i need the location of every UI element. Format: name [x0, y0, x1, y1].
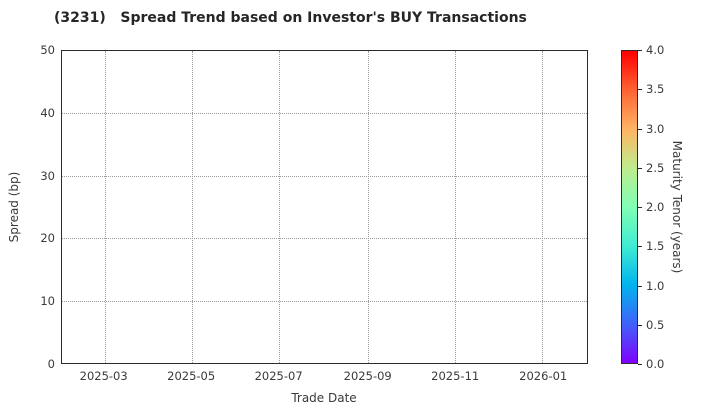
colorbar-tick [638, 285, 642, 287]
colorbar-tick-label: 3.5 [646, 82, 665, 97]
y-tick-label: 0 [47, 357, 55, 371]
x-axis-tick-labels: 2025-03 2025-05 2025-07 2025-09 2025-11 2026-… [61, 369, 588, 385]
grid-line-vertical [191, 51, 193, 363]
colorbar-tick [638, 50, 642, 51]
colorbar-tick [638, 246, 642, 248]
grid-line-vertical [278, 51, 280, 363]
x-tick-label: 2025-11 [431, 369, 480, 383]
x-tick-label: 2026-01 [519, 369, 568, 383]
colorbar-gradient [621, 50, 638, 364]
chart-title: (3231) Spread Trend based on Investor's … [54, 10, 527, 26]
colorbar-tick-label: 4.0 [646, 43, 665, 57]
y-tick-label: 20 [40, 231, 55, 246]
x-tick-label: 2025-05 [167, 369, 216, 383]
colorbar-tick-label: 0.5 [646, 317, 665, 332]
colorbar-tick-label: 2.0 [646, 200, 665, 214]
colorbar-tick-label: 3.0 [646, 121, 665, 136]
plot-area [61, 50, 588, 364]
colorbar-tick-label: 1.0 [646, 278, 665, 293]
y-tick-label: 40 [40, 105, 55, 120]
colorbar-label: Maturity Tenor (years) [670, 140, 684, 274]
grid-line-horizontal [62, 113, 587, 115]
colorbar-tick [638, 89, 642, 91]
x-axis-label: Trade Date [291, 391, 357, 405]
grid-line-horizontal [62, 300, 587, 302]
colorbar-tick [638, 207, 642, 208]
colorbar-tick [638, 167, 642, 169]
y-axis-tick-labels: 0 10 20 30 40 50 [0, 43, 55, 371]
x-tick-label: 2025-09 [343, 369, 392, 383]
grid-line-vertical [454, 51, 456, 363]
colorbar-ticks: 0.0 0.5 1.0 1.5 2.0 2.5 3.0 3.5 4.0 [638, 43, 672, 371]
colorbar-tick [638, 324, 642, 326]
x-tick-label: 2025-07 [254, 369, 303, 383]
colorbar-tick-label: 2.5 [646, 160, 665, 175]
colorbar-tick-label: 0.0 [646, 357, 665, 371]
colorbar-tick [638, 128, 642, 130]
grid-line-vertical [104, 51, 106, 363]
colorbar-tick [638, 364, 642, 365]
y-tick-label: 10 [40, 294, 55, 309]
grid-line-vertical [542, 51, 544, 363]
colorbar-tick-label: 1.5 [646, 239, 665, 254]
y-tick-label: 30 [40, 168, 55, 183]
grid-line-vertical [367, 51, 369, 363]
y-tick-label: 50 [40, 43, 55, 57]
x-tick-label: 2025-03 [79, 369, 128, 383]
grid-line-horizontal [62, 175, 587, 177]
grid-line-horizontal [62, 238, 587, 240]
